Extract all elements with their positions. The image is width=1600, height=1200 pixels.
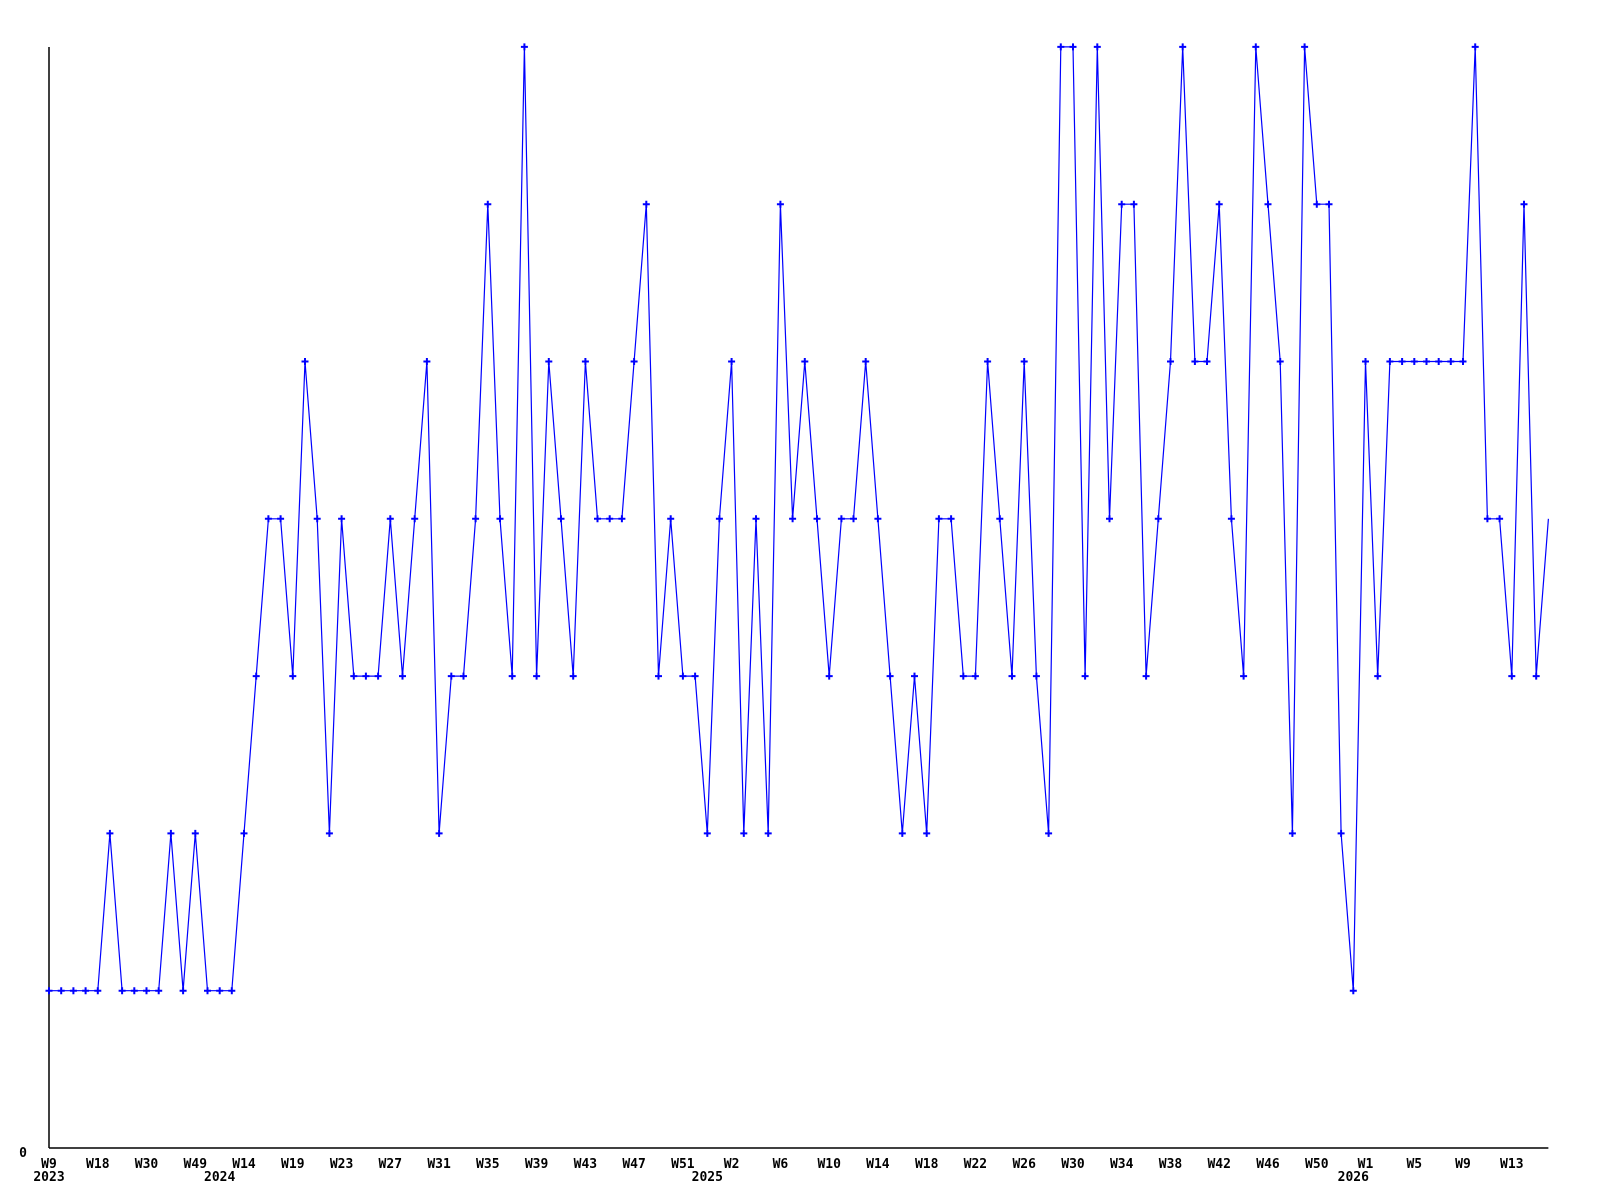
x-tick-label: W26: [1012, 1157, 1036, 1172]
x-tick-label: W19: [281, 1157, 304, 1172]
x-tick-label: W34: [1110, 1157, 1134, 1172]
x-tick-label: W14: [232, 1157, 256, 1172]
x-tick-label: W42: [1207, 1157, 1230, 1172]
x-tick-label: W38: [1159, 1157, 1183, 1172]
x-tick-label: W2: [724, 1157, 740, 1172]
x-tick-label: W27: [379, 1157, 402, 1172]
x-tick-label: W49: [184, 1157, 207, 1172]
data-series: [45, 43, 1549, 995]
axis-labels: 0 W9 W18 W30 W49 W14 W19 W23 W27 W31 W35 W39 W43 W47 W…: [19, 1146, 1523, 1185]
x-tick-label: W35: [476, 1157, 499, 1172]
x-tick-label: W6: [773, 1157, 789, 1172]
x-tick-label: W5: [1406, 1157, 1422, 1172]
x-tick-label: W13: [1500, 1157, 1523, 1172]
x-tick-label: W50: [1305, 1157, 1329, 1172]
x-tick-label: W14: [866, 1157, 890, 1172]
x-year-label: 2023: [33, 1170, 64, 1185]
x-tick-label: W22: [964, 1157, 987, 1172]
x-tick-label: W43: [574, 1157, 597, 1172]
x-year-label: 2025: [692, 1170, 723, 1185]
x-tick-label: W23: [330, 1157, 353, 1172]
x-tick-label: W10: [817, 1157, 841, 1172]
x-tick-label: W47: [622, 1157, 645, 1172]
x-tick-label: W1: [1358, 1157, 1374, 1172]
x-year-label: 2026: [1338, 1170, 1369, 1185]
x-tick-label: W18: [915, 1157, 939, 1172]
x-tick-label: W39: [525, 1157, 548, 1172]
data-point-markers: [45, 43, 1540, 995]
x-tick-label: W18: [86, 1157, 110, 1172]
x-year-label: 2024: [204, 1170, 235, 1185]
y-axis-zero-label: 0: [19, 1146, 27, 1161]
x-tick-label: W46: [1256, 1157, 1280, 1172]
data-line: [49, 46, 1549, 992]
x-tick-label: W31: [427, 1157, 451, 1172]
x-tick-label: W30: [135, 1157, 159, 1172]
x-tick-label: W30: [1061, 1157, 1085, 1172]
axes: [48, 47, 1549, 1149]
x-tick-label: W51: [671, 1157, 695, 1172]
x-tick-label: W9: [41, 1157, 57, 1172]
x-tick-label: W9: [1455, 1157, 1471, 1172]
